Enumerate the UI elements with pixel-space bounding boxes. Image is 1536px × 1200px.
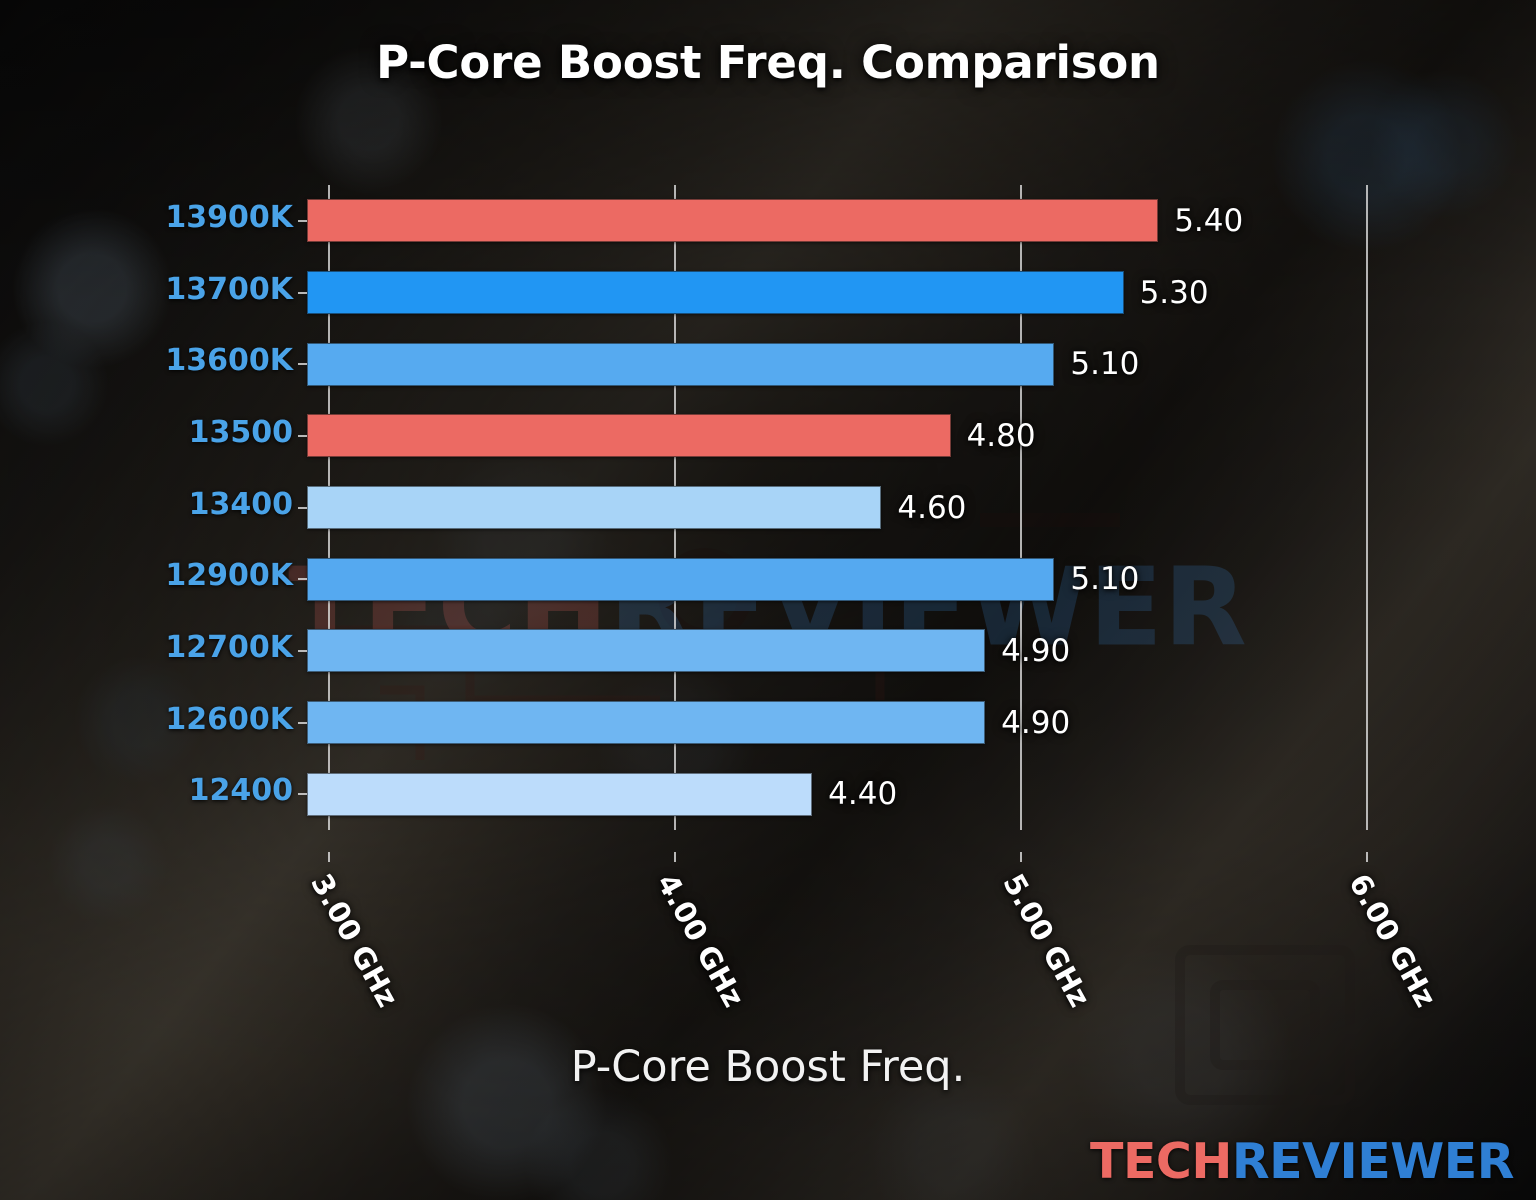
bar-13900K[interactable] <box>307 199 1159 243</box>
x-tick-mark <box>673 852 676 862</box>
category-label-13600K: 13600K <box>165 343 293 379</box>
category-label-12700K: 12700K <box>165 629 293 665</box>
chart-title: P-Core Boost Freq. Comparison <box>376 36 1160 89</box>
x-tick-mark <box>327 852 330 862</box>
bar-row: 4.60 <box>307 486 1435 529</box>
bar-row: 4.80 <box>307 414 1435 458</box>
bar-13700K[interactable] <box>307 271 1124 314</box>
y-tick-mark <box>298 506 307 509</box>
gridline-5-00-ghz <box>1019 185 1022 830</box>
y-tick-mark <box>298 578 307 581</box>
bar-value-12400: 4.40 <box>828 776 898 813</box>
bar-value-13600K: 5.10 <box>1070 346 1140 383</box>
bar-12700K[interactable] <box>307 629 986 673</box>
bar-12600K[interactable] <box>307 701 986 744</box>
bar-value-13500: 4.80 <box>966 417 1036 454</box>
techreviewer-logo: TECHREVIEWER <box>1090 1133 1514 1190</box>
bar-row: 5.30 <box>307 271 1435 314</box>
category-label-13400: 13400 <box>188 486 293 522</box>
bar-value-13400: 4.60 <box>897 489 967 526</box>
bar-value-12900K: 5.10 <box>1070 561 1140 598</box>
bar-row: 4.90 <box>307 629 1435 673</box>
plot-area: 5.40 5.30 5.10 4.80 4.60 5.10 4.90 4.90 4.40 <box>307 185 1435 830</box>
bar-row: 5.10 <box>307 557 1435 601</box>
y-tick-mark <box>298 793 307 796</box>
bar-value-12700K: 4.90 <box>1001 632 1071 669</box>
category-label-12900K: 12900K <box>165 558 293 594</box>
logo-reviewer: REVIEWER <box>1231 1133 1515 1190</box>
bar-row: 4.40 <box>307 772 1435 816</box>
bar-12900K[interactable] <box>307 557 1055 601</box>
bar-13400[interactable] <box>307 486 882 529</box>
bar-row: 5.10 <box>307 342 1435 386</box>
x-axis-title: P-Core Boost Freq. <box>570 1042 966 1092</box>
x-tick-mark <box>1019 852 1022 862</box>
y-tick-mark <box>298 721 307 724</box>
category-label-12600K: 12600K <box>165 701 293 737</box>
y-tick-mark <box>298 291 307 294</box>
category-label-13700K: 13700K <box>165 271 293 307</box>
category-label-13500: 13500 <box>188 414 293 450</box>
bar-row: 5.40 <box>307 199 1435 243</box>
bar-value-12600K: 4.90 <box>1001 704 1071 741</box>
gridline-6-00-ghz <box>1365 185 1368 830</box>
logo-tech: TECH <box>1090 1133 1232 1190</box>
y-tick-mark <box>298 434 307 437</box>
bar-value-13900K: 5.40 <box>1174 202 1244 239</box>
bar-13600K[interactable] <box>307 342 1055 386</box>
bar-value-13700K: 5.30 <box>1139 274 1209 311</box>
bar-13500[interactable] <box>307 414 951 458</box>
category-label-12400: 12400 <box>188 773 293 809</box>
x-tick-mark <box>1365 852 1368 862</box>
category-label-13900K: 13900K <box>165 199 293 235</box>
bar-12400[interactable] <box>307 772 813 816</box>
y-tick-mark <box>298 219 307 222</box>
y-tick-mark <box>298 649 307 652</box>
y-tick-mark <box>298 363 307 366</box>
bar-row: 4.90 <box>307 701 1435 744</box>
